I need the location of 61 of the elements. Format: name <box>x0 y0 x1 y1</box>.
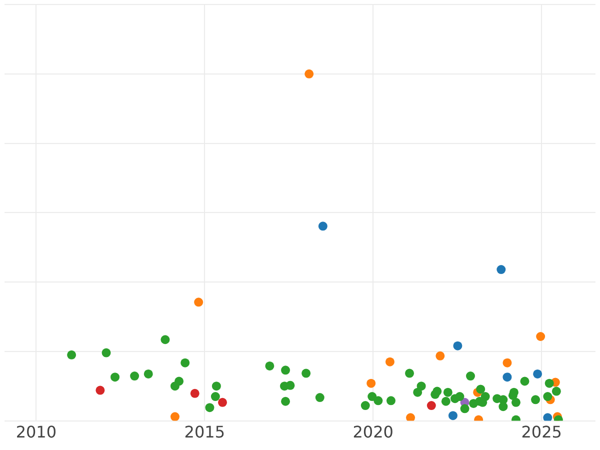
point <box>531 395 540 404</box>
point <box>406 413 416 421</box>
point <box>265 361 274 370</box>
point <box>144 369 153 378</box>
point <box>210 392 220 402</box>
point <box>443 388 452 397</box>
point <box>102 348 111 358</box>
point <box>170 412 180 421</box>
point <box>498 402 508 412</box>
x-tick-label: 2010 <box>16 422 57 442</box>
point <box>405 368 414 378</box>
x-tick-label: 2020 <box>352 422 394 442</box>
point <box>476 384 486 394</box>
point <box>455 392 464 402</box>
point <box>466 372 475 381</box>
point <box>110 372 120 382</box>
point <box>366 378 376 388</box>
point <box>533 369 542 378</box>
point <box>130 372 140 381</box>
point <box>315 393 324 402</box>
point <box>218 398 228 407</box>
point <box>194 298 204 307</box>
point <box>170 382 180 391</box>
point <box>67 350 76 360</box>
point <box>552 386 561 396</box>
point <box>453 341 462 350</box>
point <box>502 358 512 368</box>
point <box>448 411 458 420</box>
point <box>536 332 546 341</box>
point <box>502 372 512 382</box>
point <box>426 401 436 410</box>
point <box>286 380 295 390</box>
point <box>318 222 328 231</box>
point <box>160 335 170 344</box>
point <box>212 382 221 391</box>
point <box>281 366 290 375</box>
point <box>302 368 311 378</box>
point <box>520 376 530 386</box>
point <box>436 351 445 360</box>
point <box>385 357 394 366</box>
point <box>360 401 370 410</box>
point <box>180 358 190 368</box>
x-tick-label: 2025 <box>521 422 562 442</box>
point <box>281 396 290 406</box>
point <box>460 404 470 414</box>
point <box>96 386 105 395</box>
point <box>374 396 383 406</box>
point <box>413 388 422 397</box>
point <box>511 398 520 407</box>
point <box>190 388 200 398</box>
point <box>205 403 214 412</box>
point <box>544 378 554 388</box>
point <box>496 265 506 274</box>
point <box>368 392 377 402</box>
point <box>432 386 442 396</box>
point <box>441 396 450 406</box>
point <box>386 396 396 406</box>
point <box>543 392 552 402</box>
point <box>543 413 552 421</box>
point <box>304 69 314 78</box>
x-tick-label: 2015 <box>184 422 226 442</box>
